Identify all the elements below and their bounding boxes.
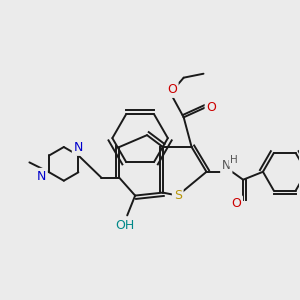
Text: O: O xyxy=(206,101,216,114)
Text: OH: OH xyxy=(116,219,135,232)
Text: N: N xyxy=(37,170,46,183)
Text: H: H xyxy=(230,155,238,165)
Text: N: N xyxy=(222,159,231,172)
Text: O: O xyxy=(231,197,241,210)
Text: O: O xyxy=(167,83,177,96)
Text: S: S xyxy=(174,189,182,202)
Text: N: N xyxy=(74,141,83,154)
